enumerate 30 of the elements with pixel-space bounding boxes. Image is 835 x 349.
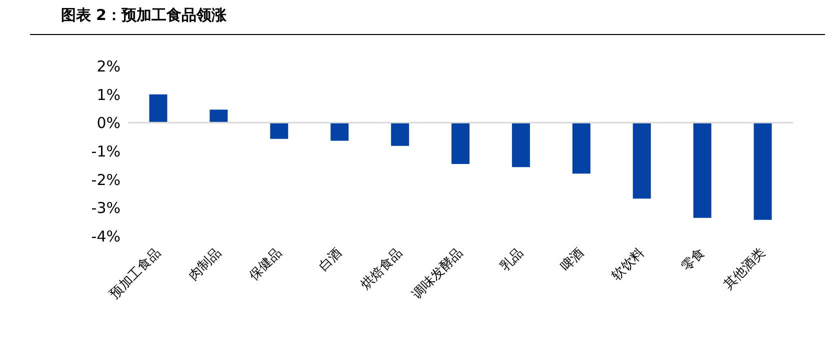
bar: [512, 122, 530, 168]
bar: [452, 122, 470, 164]
bar: [693, 122, 712, 218]
y-tick-label: -3%: [91, 199, 120, 218]
bar: [210, 110, 228, 123]
bar: [572, 122, 590, 174]
x-tick-label: 乳品: [498, 246, 527, 275]
bar: [754, 122, 772, 220]
bar: [391, 122, 410, 146]
x-tick-label: 白酒: [316, 246, 346, 275]
bar: [330, 122, 349, 141]
bar: [149, 94, 168, 123]
x-tick-label: 其他酒类: [721, 246, 768, 293]
x-tick-label: 调味发酵品: [410, 246, 466, 302]
y-tick-label: -2%: [91, 170, 120, 189]
x-tick-label: 啤酒: [558, 246, 588, 275]
x-tick-label: 软饮料: [609, 246, 648, 284]
x-tick-label: 肉制品: [186, 246, 224, 284]
y-tick-label: -4%: [91, 228, 120, 246]
y-tick-label: -1%: [91, 142, 120, 160]
bar: [270, 122, 288, 139]
y-tick-label: 2%: [96, 58, 120, 76]
bar: [632, 122, 651, 199]
x-tick-label: 预加工食品: [107, 246, 164, 302]
x-tick-label: 零食: [678, 246, 708, 275]
y-tick-label: 0%: [96, 114, 120, 132]
y-tick-label: 1%: [96, 86, 120, 104]
x-tick-label: 保健品: [246, 246, 285, 284]
x-tick-label: 烘焙食品: [358, 246, 406, 293]
chart-title: 图表 2：预加工食品领涨: [60, 6, 228, 24]
